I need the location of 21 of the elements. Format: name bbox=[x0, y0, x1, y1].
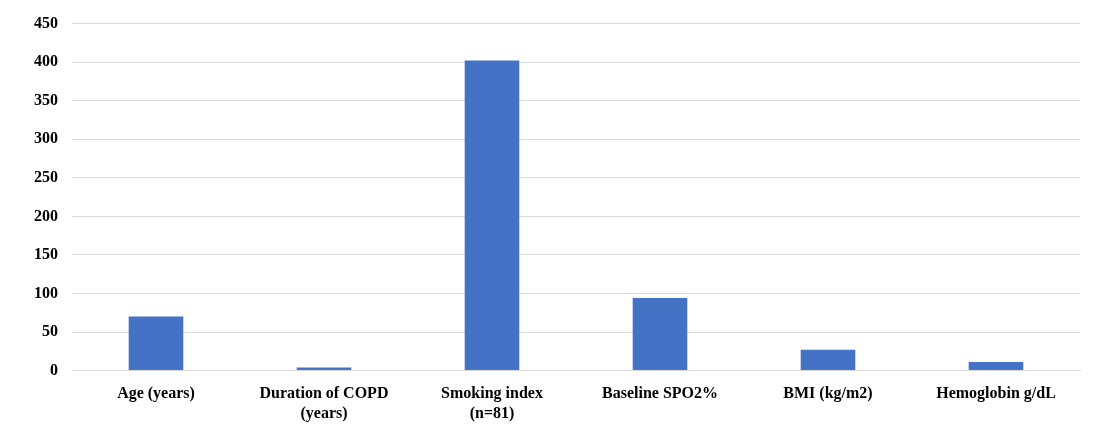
x-tick-label: BMI (kg/m2) bbox=[783, 384, 873, 403]
bar bbox=[968, 362, 1024, 371]
y-tick-label: 200 bbox=[34, 206, 58, 224]
y-tick-label: 350 bbox=[34, 90, 58, 108]
y-tick-label: 450 bbox=[34, 13, 58, 31]
y-tick-label: 300 bbox=[34, 129, 58, 147]
x-tick-label: Smoking index (n=81) bbox=[441, 384, 543, 422]
y-tick-label: 400 bbox=[34, 52, 58, 70]
y-tick-label: 100 bbox=[34, 283, 58, 301]
x-tick-label: Age (years) bbox=[117, 384, 195, 403]
y-tick-label: 0 bbox=[50, 360, 58, 378]
x-tick-label: Duration of COPD (years) bbox=[259, 384, 389, 422]
bar bbox=[632, 298, 688, 371]
bar bbox=[464, 60, 520, 371]
y-tick-label: 50 bbox=[42, 322, 58, 340]
y-tick-label: 150 bbox=[34, 245, 58, 263]
bar bbox=[128, 316, 184, 371]
x-tick-label: Hemoglobin g/dL bbox=[936, 384, 1056, 403]
y-tick-label: 250 bbox=[34, 167, 58, 185]
x-tick-label: Baseline SPO2% bbox=[601, 384, 719, 402]
bar bbox=[800, 349, 856, 371]
